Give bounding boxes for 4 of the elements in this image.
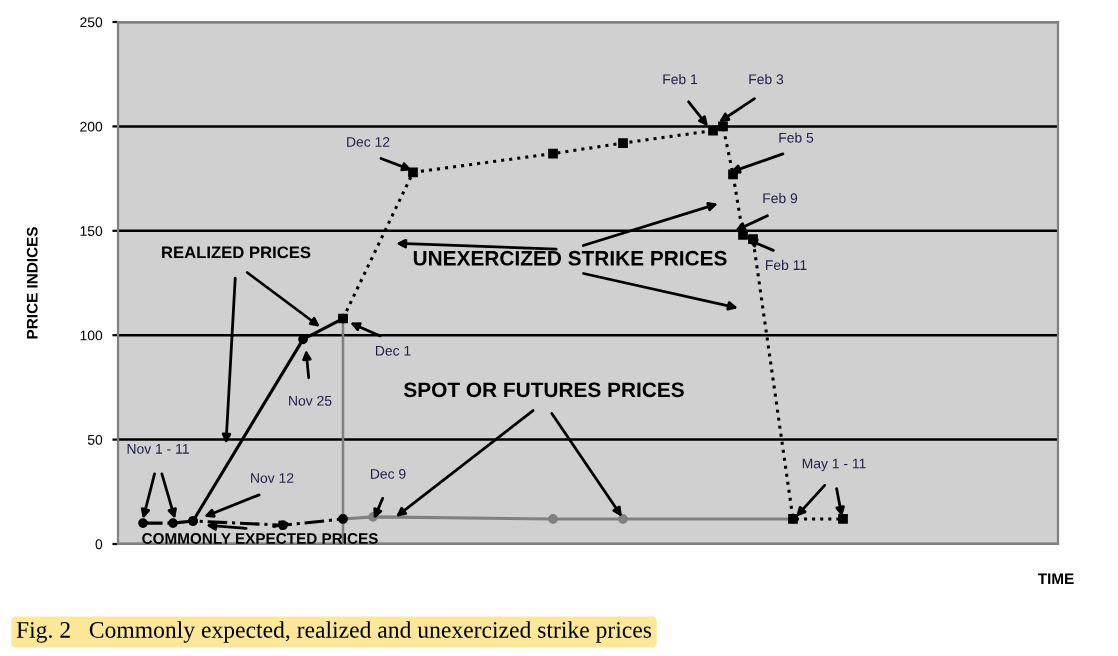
annotation: SPOT OR FUTURES PRICES xyxy=(403,382,684,398)
caption: Fig. 2 Commonly expected, realized and unexercized strike prices xyxy=(16,621,652,643)
annotation: UNEXERCIZED STRIKE PRICES xyxy=(413,250,727,266)
annotation: REALIZED PRICES xyxy=(162,246,311,259)
